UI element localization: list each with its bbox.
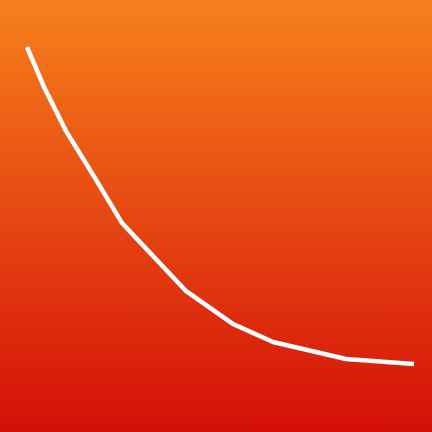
trend-curve	[24, 46, 415, 367]
